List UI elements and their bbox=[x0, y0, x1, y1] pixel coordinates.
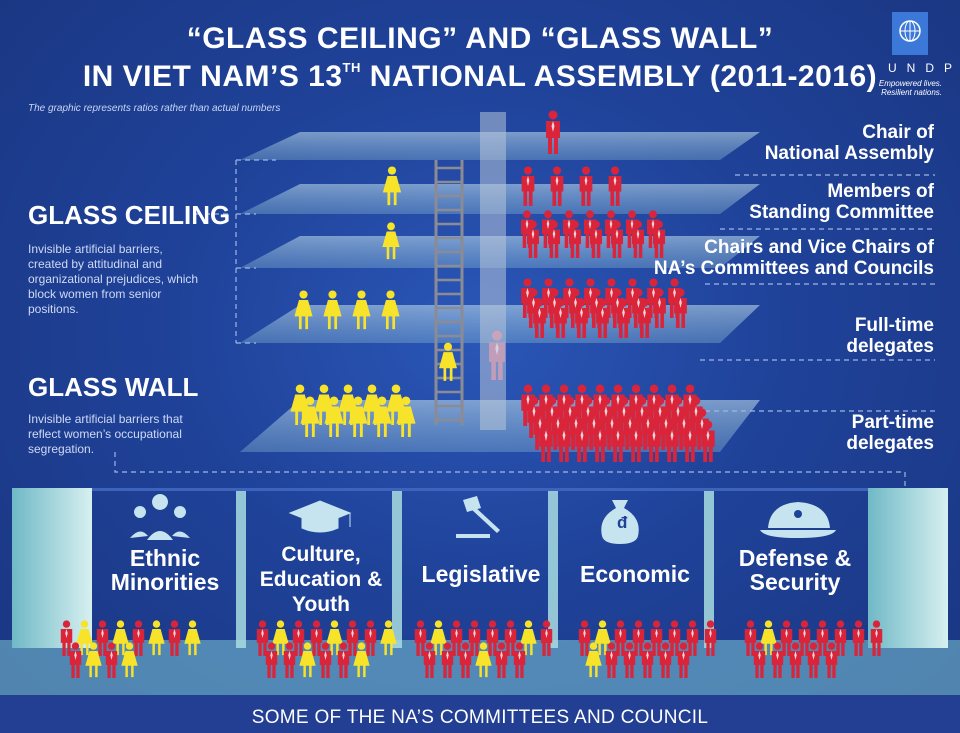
military-cap-icon bbox=[760, 502, 836, 538]
glass-wall-heading: GLASS WALL bbox=[28, 372, 199, 402]
money-symbol: đ bbox=[617, 513, 628, 532]
right-dashed-connectors bbox=[700, 174, 935, 412]
panel-divider bbox=[392, 488, 402, 648]
committee-label-legislative: Legislative bbox=[421, 561, 541, 587]
ladder bbox=[434, 160, 464, 425]
panel-divider bbox=[236, 488, 246, 648]
level-label-chairs-vice-chairs: Chairs and Vice Chairs of NA’s Committees… bbox=[653, 237, 934, 279]
committee-label-defense-security: Defense & Security bbox=[738, 545, 852, 595]
ratio-note: The graphic represents ratios rather tha… bbox=[28, 103, 281, 114]
un-emblem-icon bbox=[892, 12, 928, 55]
level-label-part-time: Part-time delegates bbox=[846, 412, 934, 454]
level-label-chair: Chair of National Assembly bbox=[764, 122, 934, 164]
title-line-2: IN VIET NAM’S 13TH NATIONAL ASSEMBLY (20… bbox=[82, 60, 878, 93]
glass-ceiling-description: Invisible artificial barriers, created b… bbox=[28, 242, 199, 316]
glass-wall-description: Invisible artificial barriers that refle… bbox=[28, 412, 183, 456]
glass-wall-pillar bbox=[480, 112, 506, 430]
right-door bbox=[868, 488, 948, 648]
undp-letters: UNDP bbox=[888, 61, 960, 75]
people-group-icon bbox=[130, 494, 190, 540]
committee-icons bbox=[130, 494, 836, 544]
graduation-cap-icon bbox=[288, 500, 352, 533]
level-label-standing-committee: Members of Standing Committee bbox=[749, 181, 934, 223]
money-bag-icon bbox=[601, 500, 639, 544]
gavel-icon bbox=[456, 496, 500, 538]
undp-logo: UNDP Empowered lives. Resilient nations. bbox=[878, 12, 960, 97]
undp-tagline: Empowered lives. Resilient nations. bbox=[878, 79, 942, 97]
left-door bbox=[12, 488, 92, 648]
panel-divider bbox=[704, 488, 714, 648]
glass-ceiling-heading: GLASS CEILING bbox=[28, 200, 231, 230]
committee-panels bbox=[12, 488, 948, 648]
committee-label-ethnic-minorities: Ethnic Minorities bbox=[110, 545, 220, 595]
woman-on-ladder-figure bbox=[439, 342, 457, 381]
footer-text: SOME OF THE NA’S COMMITTEES AND COUNCIL bbox=[251, 707, 709, 728]
level-label-full-time: Full-time delegates bbox=[846, 315, 934, 357]
footer-bar bbox=[0, 695, 960, 733]
committee-label-economic: Economic bbox=[580, 561, 690, 587]
committee-label-culture-education-youth: Culture, Education & Youth bbox=[259, 543, 383, 616]
title-line-1: “GLASS CEILING” AND “GLASS WALL” bbox=[186, 22, 774, 55]
panel-divider bbox=[548, 488, 558, 648]
panel-top-edge bbox=[92, 488, 868, 491]
